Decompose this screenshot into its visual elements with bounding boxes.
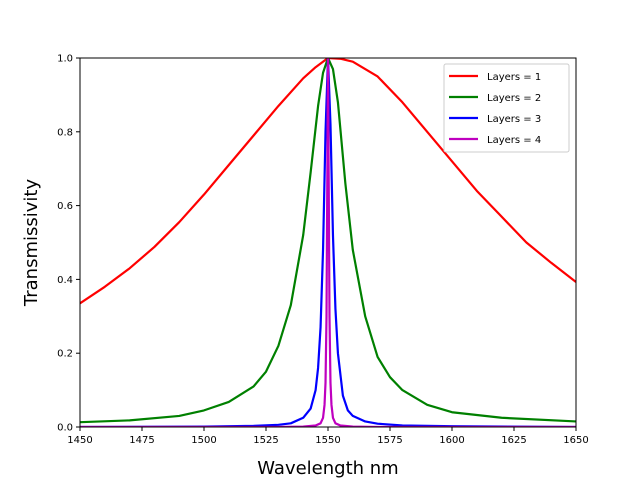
legend-label: Layers = 3: [487, 114, 541, 125]
legend: Layers = 1 Layers = 2 Layers = 3 Layers = 4: [443, 63, 570, 153]
x-tick-label: 1500: [191, 435, 216, 446]
y-axis-ticks: 0.0 0.2 0.4 0.6 0.8 1.0: [57, 54, 80, 434]
series-line-2: [80, 58, 576, 424]
x-tick-label: 1600: [439, 435, 464, 446]
legend-label: Layers = 4: [487, 135, 541, 146]
series-line-3: [80, 58, 576, 427]
x-tick-label: 1625: [501, 435, 526, 446]
series-line-4: [80, 58, 576, 427]
y-tick-label: 0.6: [57, 201, 73, 212]
y-tick-label: 0.2: [57, 349, 73, 360]
series-line-1: [80, 58, 576, 305]
x-tick-label: 1450: [67, 435, 92, 446]
series-layer: [80, 58, 576, 427]
x-tick-label: 1650: [563, 435, 588, 446]
legend-label: Layers = 2: [487, 93, 541, 104]
x-tick-label: 1475: [129, 435, 154, 446]
x-tick-label: 1550: [315, 435, 340, 446]
legend-box: [443, 63, 570, 153]
x-tick-label: 1525: [253, 435, 278, 446]
y-tick-label: 0.4: [57, 275, 73, 286]
legend-label: Layers = 1: [487, 72, 541, 83]
y-tick-label: 1.0: [57, 54, 73, 65]
x-axis-ticks: 1450 1475 1500 1525 1550 1575 1600 1625 1650: [67, 427, 589, 446]
x-tick-label: 1575: [377, 435, 402, 446]
x-axis-label: Wavelength nm: [257, 458, 398, 479]
y-tick-label: 0.0: [57, 423, 73, 434]
y-tick-label: 0.8: [57, 127, 73, 138]
y-axis-label: Transmissivity: [21, 179, 42, 308]
